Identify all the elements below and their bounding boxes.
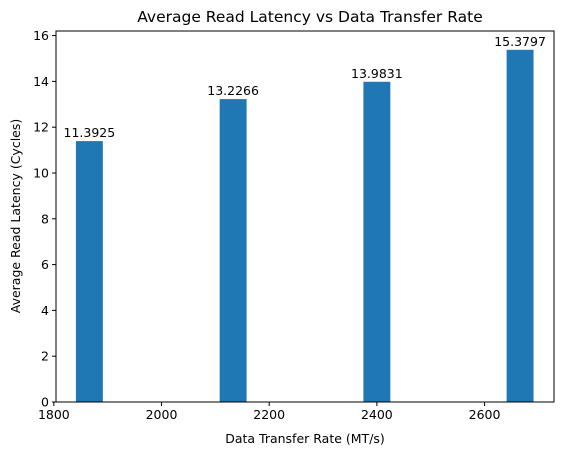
bar-value-label: 13.9831 [351,66,403,81]
x-tick-label: 2400 [361,407,393,422]
x-tick-label: 2600 [469,407,501,422]
y-tick-label: 16 [33,28,49,43]
x-axis: 1800 2000 2200 2400 2600 [38,402,501,422]
bar-value-label: 11.3925 [64,125,116,140]
y-tick-label: 12 [33,120,49,135]
bar [75,141,103,402]
y-tick-label: 10 [33,165,49,180]
x-tick-label: 1800 [38,407,70,422]
y-tick-label: 8 [41,211,49,226]
y-tick-label: 4 [41,303,49,318]
chart-title: Average Read Latency vs Data Transfer Ra… [137,8,483,26]
plot-content: 11.3925 13.2266 13.9831 15.3797 [64,34,546,402]
bar [506,49,534,402]
y-tick-label: 0 [41,395,49,410]
y-tick-label: 14 [33,74,49,89]
bar-value-label: 15.3797 [494,34,546,49]
y-axis: 0 2 4 6 8 10 12 14 16 [33,28,56,410]
y-tick-label: 2 [41,349,49,364]
x-tick-label: 2200 [253,407,285,422]
bar [219,99,247,402]
bar [363,81,391,402]
x-tick-label: 2000 [146,407,178,422]
x-axis-label: Data Transfer Rate (MT/s) [225,431,385,446]
y-axis-label: Average Read Latency (Cycles) [8,119,23,314]
bar-value-label: 13.2266 [207,83,259,98]
plot-frame [55,30,555,403]
y-tick-label: 6 [41,257,49,272]
